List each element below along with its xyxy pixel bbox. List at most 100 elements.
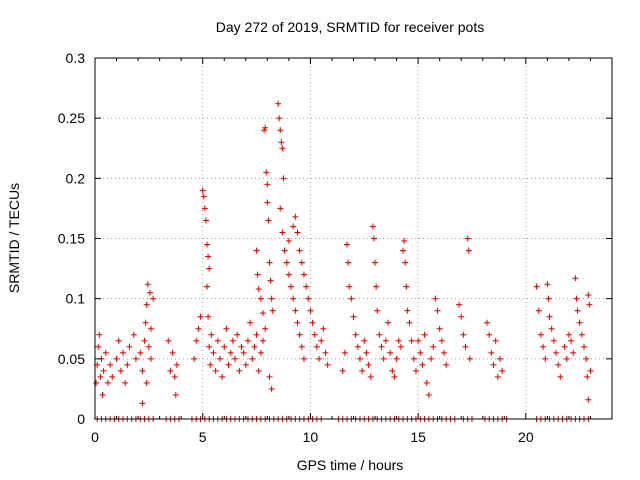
data-point — [421, 331, 428, 338]
data-point — [432, 295, 439, 302]
data-point — [311, 331, 318, 338]
data-point — [200, 193, 207, 200]
data-point — [378, 343, 385, 350]
data-point — [283, 259, 290, 266]
data-point — [115, 337, 122, 344]
data-point — [365, 361, 372, 368]
data-point — [404, 307, 411, 314]
data-point — [309, 319, 316, 326]
data-point — [276, 115, 283, 122]
data-point — [223, 325, 230, 332]
data-point — [425, 391, 432, 398]
data-point — [292, 307, 299, 314]
y-tick-label: 0 — [77, 411, 85, 427]
data-point — [573, 295, 580, 302]
data-point — [148, 355, 155, 362]
data-point — [490, 361, 497, 368]
data-point — [492, 337, 499, 344]
data-point — [251, 343, 258, 350]
data-point — [428, 355, 435, 362]
data-point — [99, 391, 106, 398]
data-point — [202, 217, 209, 224]
data-point — [298, 259, 305, 266]
data-point — [204, 241, 211, 248]
data-point — [264, 199, 271, 206]
data-point — [150, 295, 157, 302]
data-point — [208, 331, 215, 338]
data-point — [145, 343, 152, 350]
data-point — [552, 349, 559, 356]
data-point — [260, 337, 267, 344]
data-point — [533, 283, 540, 290]
x-tick-label: 15 — [410, 429, 426, 445]
data-point — [324, 361, 331, 368]
data-point — [247, 319, 254, 326]
data-point — [104, 379, 111, 386]
data-point — [199, 187, 206, 194]
x-tick-label: 5 — [199, 429, 207, 445]
data-point — [572, 275, 579, 282]
data-point — [578, 331, 585, 338]
data-point — [313, 343, 320, 350]
data-point — [410, 355, 417, 362]
data-point — [288, 283, 295, 290]
data-point — [403, 283, 410, 290]
data-point — [254, 271, 261, 278]
data-point — [583, 355, 590, 362]
data-point — [265, 217, 272, 224]
data-point — [206, 265, 213, 272]
data-point — [300, 355, 307, 362]
data-point — [143, 379, 150, 386]
data-point — [464, 235, 471, 242]
data-point — [290, 295, 297, 302]
data-point — [387, 349, 394, 356]
data-point — [191, 355, 198, 362]
data-point — [419, 361, 426, 368]
data-point — [488, 349, 495, 356]
data-point — [216, 355, 223, 362]
data-point — [563, 355, 570, 362]
data-point — [438, 337, 445, 344]
data-point — [96, 331, 103, 338]
data-point — [296, 247, 303, 254]
data-point — [193, 337, 200, 344]
data-point — [280, 175, 287, 182]
data-point — [268, 295, 275, 302]
data-point — [109, 373, 116, 380]
data-point — [142, 319, 149, 326]
data-point — [113, 355, 120, 362]
data-point — [236, 367, 243, 374]
grid — [95, 58, 612, 419]
data-point — [240, 349, 247, 356]
data-point — [372, 259, 379, 266]
data-point — [374, 307, 381, 314]
data-point — [229, 337, 236, 344]
data-point — [320, 325, 327, 332]
data-point — [400, 247, 407, 254]
data-point — [443, 361, 450, 368]
data-point — [173, 361, 180, 368]
y-axis-label: SRMTID / TECUs — [6, 183, 22, 293]
data-point — [275, 100, 282, 107]
data-point — [576, 319, 583, 326]
data-point — [585, 292, 592, 299]
data-point — [225, 361, 232, 368]
data-point — [484, 319, 491, 326]
data-point — [339, 367, 346, 374]
data-point — [401, 237, 408, 244]
data-point — [124, 361, 131, 368]
data-point — [352, 331, 359, 338]
data-point — [370, 235, 377, 242]
data-point — [122, 379, 129, 386]
data-point — [344, 241, 351, 248]
data-point — [345, 259, 352, 266]
data-point — [97, 373, 104, 380]
data-point — [542, 355, 549, 362]
data-point — [201, 205, 208, 212]
data-point — [537, 331, 544, 338]
tick-labels: 0 5 10 15 20 0 0.05 0.1 0.15 0.2 0.25 0.3 — [58, 50, 534, 445]
data-point — [169, 349, 176, 356]
data-point — [499, 367, 506, 374]
data-point — [234, 331, 241, 338]
data-point — [565, 331, 572, 338]
